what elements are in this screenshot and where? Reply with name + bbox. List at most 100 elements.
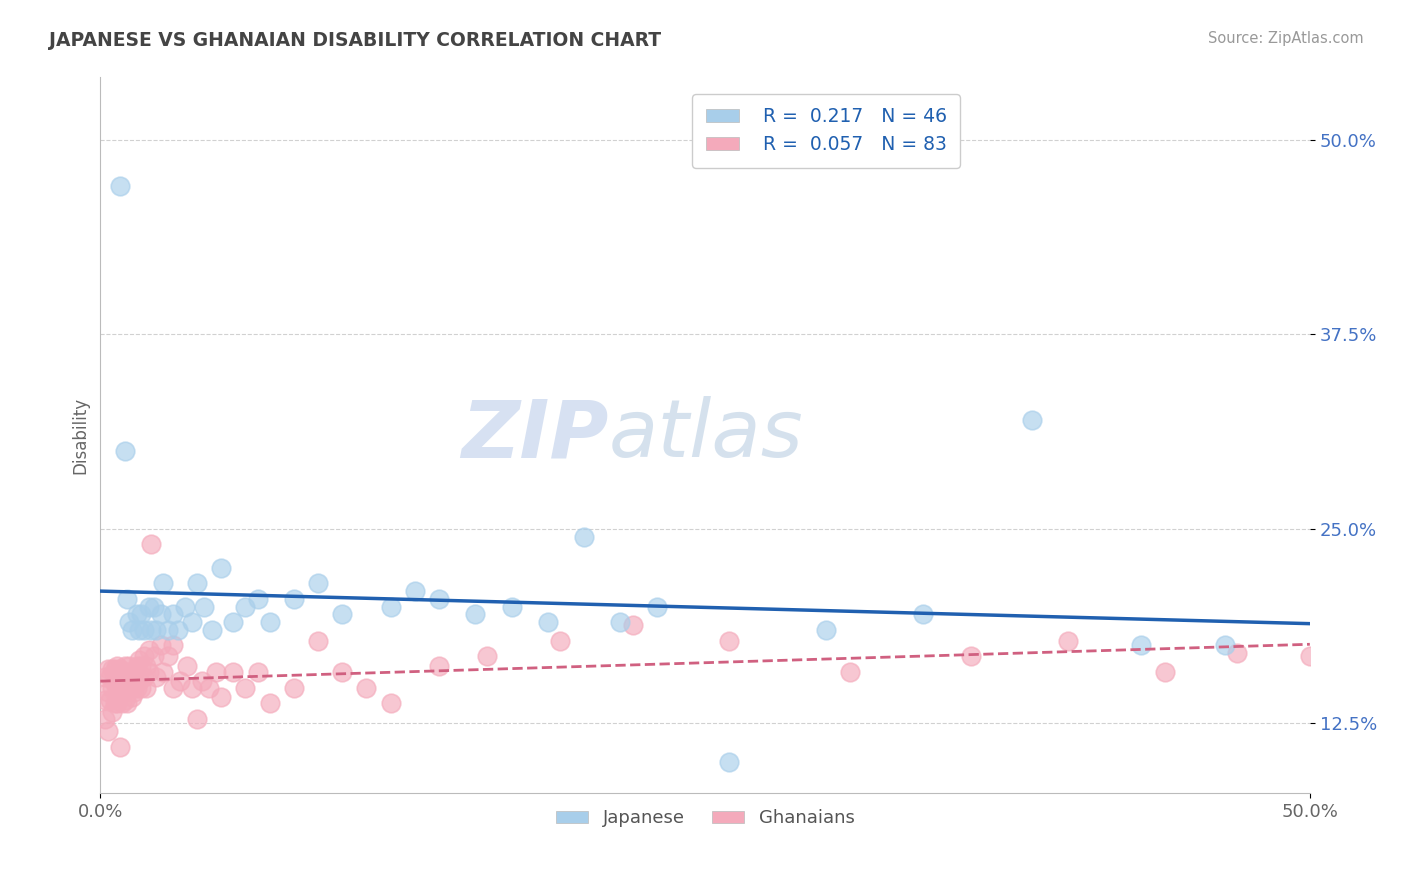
Point [356,681,378,695]
Point [169,674,191,689]
Point [186,576,208,591]
Point [166,623,188,637]
Text: Source: ZipAtlas.com: Source: ZipAtlas.com [1208,31,1364,46]
Point [128,674,150,689]
Point [157,623,180,637]
Point [404,584,426,599]
Point [111,665,134,679]
Point [815,623,838,637]
Point [330,607,353,622]
Point [122,685,145,699]
Point [132,623,155,637]
Point [118,615,141,629]
Point [209,690,232,704]
Point [125,658,148,673]
Point [138,599,160,614]
Point [111,685,134,699]
Point [142,649,165,664]
Point [152,665,174,679]
Point [121,690,143,704]
Point [1057,633,1080,648]
Point [380,599,402,614]
Point [427,591,450,606]
Point [181,681,204,695]
Point [191,674,214,689]
Point [193,599,215,614]
Point [101,706,124,720]
Point [115,591,138,606]
Point [330,665,353,679]
Point [121,623,143,637]
Point [135,658,157,673]
Y-axis label: Disability: Disability [72,397,89,474]
Point [501,599,523,614]
Point [125,681,148,695]
Point [572,530,595,544]
Point [105,696,128,710]
Point [259,696,281,710]
Point [162,639,184,653]
Point [135,681,157,695]
Point [125,607,148,622]
Point [98,670,121,684]
Point [609,615,631,629]
Point [157,649,180,664]
Point [141,623,163,637]
Point [222,665,245,679]
Point [97,662,120,676]
Point [174,599,197,614]
Point [246,591,269,606]
Point [94,712,117,726]
Point [132,649,155,664]
Point [222,615,245,629]
Point [839,665,862,679]
Point [235,681,257,695]
Point [201,623,224,637]
Point [128,623,150,637]
Point [118,681,141,695]
Point [307,633,329,648]
Point [108,739,131,754]
Point [128,652,150,666]
Text: ZIP: ZIP [461,396,609,475]
Point [108,681,131,695]
Point [181,615,204,629]
Point [114,693,136,707]
Point [121,665,143,679]
Point [118,658,141,673]
Point [94,693,117,707]
Point [114,444,136,458]
Point [131,607,153,622]
Point [283,681,305,695]
Point [104,696,127,710]
Point [115,681,138,695]
Point [205,665,228,679]
Point [142,599,165,614]
Point [138,643,160,657]
Point [427,658,450,673]
Point [98,693,121,707]
Point [1226,646,1249,660]
Point [718,756,741,770]
Point [149,639,172,653]
Point [114,658,136,673]
Point [1153,665,1175,679]
Point [1021,413,1043,427]
Point [1299,649,1322,664]
Point [145,623,167,637]
Point [94,670,117,684]
Point [115,665,138,679]
Point [176,658,198,673]
Point [246,665,269,679]
Point [645,599,668,614]
Point [111,696,134,710]
Point [97,724,120,739]
Point [235,599,257,614]
Point [114,677,136,691]
Point [1129,639,1152,653]
Point [115,696,138,710]
Point [131,681,153,695]
Point [138,665,160,679]
Point [283,591,305,606]
Point [621,618,644,632]
